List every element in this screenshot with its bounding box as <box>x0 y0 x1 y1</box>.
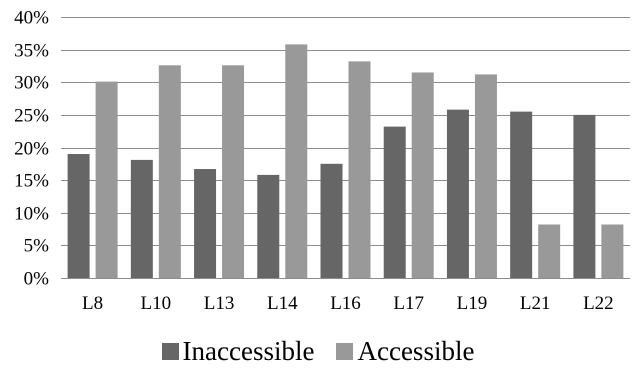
bar-accessible-l17 <box>411 72 434 279</box>
bar-inaccessible-l8 <box>67 154 90 278</box>
bar-inaccessible-l10 <box>130 159 153 278</box>
x-tick-label: L10 <box>141 293 172 314</box>
bar-inaccessible-l14 <box>257 174 280 278</box>
legend-item-accessible: Accessible <box>336 336 474 366</box>
bar-accessible-l22 <box>601 224 624 278</box>
legend-swatch-inaccessible <box>161 342 179 360</box>
x-tick-label: L16 <box>330 293 361 314</box>
y-tick-label: 0% <box>24 269 50 290</box>
legend-label-accessible: Accessible <box>357 336 475 366</box>
y-tick-label: 30% <box>14 73 49 94</box>
bar-accessible-l21 <box>538 224 561 278</box>
y-tick-label: 10% <box>14 204 49 225</box>
bar-inaccessible-l19 <box>446 109 469 278</box>
x-tick-label: L14 <box>267 293 298 314</box>
bar-accessible-l14 <box>285 44 308 278</box>
legend: Inaccessible Accessible <box>0 336 636 366</box>
y-tick-label: 20% <box>14 139 49 160</box>
x-tick-label: L13 <box>204 293 235 314</box>
bar-inaccessible-l17 <box>383 126 406 279</box>
legend-item-inaccessible: Inaccessible <box>161 336 315 366</box>
chart-plot: 0% 5% 10% 15% 20% 25% 30% 35% 40% L8 L10 L13 L14 L16 L… <box>14 8 630 314</box>
x-tick-label: L22 <box>583 293 614 314</box>
y-tick-label: 25% <box>14 106 49 127</box>
bar-inaccessible-l16 <box>320 163 343 278</box>
y-tick-label: 40% <box>14 8 49 29</box>
bar-accessible-l16 <box>348 61 371 279</box>
bar-inaccessible-l21 <box>510 111 533 278</box>
bar-accessible-l10 <box>158 65 181 278</box>
y-tick-label: 35% <box>14 41 49 62</box>
bar-accessible-l19 <box>474 74 497 278</box>
bar-inaccessible-l13 <box>194 169 217 278</box>
x-tick-label: L21 <box>520 293 551 314</box>
legend-swatch-accessible <box>336 342 354 360</box>
x-tick-label: L19 <box>457 293 488 314</box>
y-tick-label: 15% <box>14 171 49 192</box>
bar-inaccessible-l22 <box>573 114 596 278</box>
x-tick-label: L8 <box>82 293 103 314</box>
x-tick-label: L17 <box>393 293 424 314</box>
bar-accessible-l13 <box>222 65 245 278</box>
y-tick-label: 5% <box>24 236 50 257</box>
legend-label-inaccessible: Inaccessible <box>182 336 315 366</box>
bar-accessible-l8 <box>95 81 118 278</box>
